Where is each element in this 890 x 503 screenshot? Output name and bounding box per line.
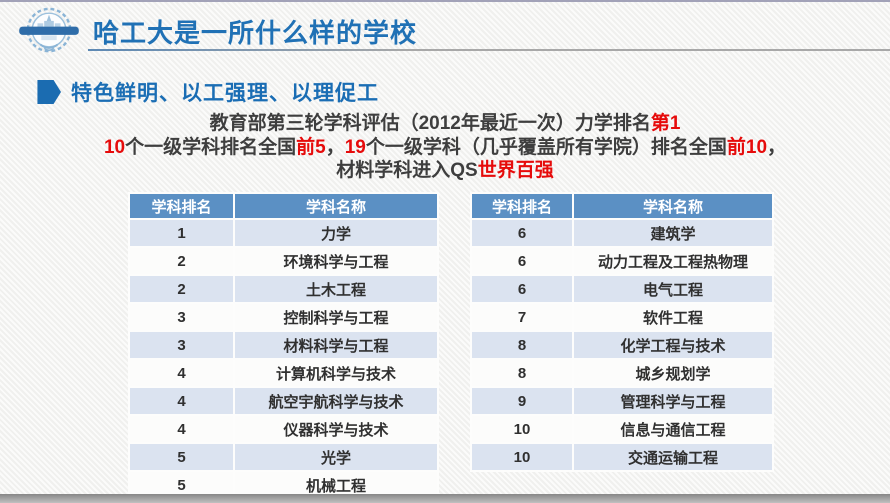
highlight-red-text: 世界百强 bbox=[477, 160, 554, 181]
cell-discipline-name: 光学 bbox=[233, 442, 439, 472]
intro-line: 教育部第三轮学科评估（2012年最近一次）力学排名第1 bbox=[0, 112, 890, 136]
section-heading-label: 特色鲜明、以工强理、以理促工 bbox=[71, 82, 379, 105]
cell-rank: 6 bbox=[470, 246, 574, 276]
cell-discipline-name: 仪器科学与技术 bbox=[233, 414, 439, 444]
intro-text: 材料学科进入QS bbox=[336, 160, 478, 181]
table-row: 8 化学工程与技术 bbox=[470, 330, 774, 360]
table-row: 7 软件工程 bbox=[470, 302, 774, 332]
cell-discipline-name: 管理科学与工程 bbox=[572, 386, 774, 416]
table-row: 8 城乡规划学 bbox=[470, 358, 774, 388]
hit-logo-icon bbox=[19, 7, 79, 53]
table-row: 10 信息与通信工程 bbox=[470, 414, 774, 444]
cell-rank: 3 bbox=[128, 330, 235, 360]
table-row: 6 建筑学 bbox=[470, 218, 774, 248]
cell-discipline-name: 材料科学与工程 bbox=[233, 330, 439, 360]
table-row: 4 仪器科学与技术 bbox=[128, 414, 439, 444]
highlight-red-text: 第1 bbox=[650, 113, 681, 134]
cell-rank: 3 bbox=[128, 302, 235, 332]
cell-discipline-name: 城乡规划学 bbox=[572, 358, 774, 388]
intro-text: 个一级学科排名全国 bbox=[125, 136, 297, 158]
ranking-table-left: 学科排名 学科名称 1 力学 2 环境科学与工程 2 土木工程 3 控制科学与工程 3 材料科学与… bbox=[128, 192, 439, 500]
cell-rank: 2 bbox=[128, 274, 235, 304]
bottom-bar bbox=[0, 494, 890, 503]
highlight-red-text: 19 bbox=[344, 136, 366, 158]
table-row: 4 航空宇航科学与技术 bbox=[128, 386, 439, 416]
intro-text: ， bbox=[767, 136, 787, 158]
table-row: 9 管理科学与工程 bbox=[470, 386, 774, 416]
cell-discipline-name: 计算机科学与技术 bbox=[233, 358, 439, 388]
table-row: 3 材料科学与工程 bbox=[128, 330, 439, 360]
table-row: 3 控制科学与工程 bbox=[128, 302, 439, 332]
cell-discipline-name: 建筑学 bbox=[572, 218, 774, 248]
column-header-name: 学科名称 bbox=[572, 192, 774, 220]
table-row: 2 土木工程 bbox=[128, 274, 439, 304]
column-header-rank: 学科排名 bbox=[128, 192, 235, 220]
cell-discipline-name: 力学 bbox=[233, 218, 439, 248]
cell-rank: 9 bbox=[470, 386, 574, 416]
cell-rank: 6 bbox=[470, 274, 574, 304]
table-row: 6 动力工程及工程热物理 bbox=[470, 246, 774, 276]
cell-rank: 2 bbox=[128, 246, 235, 276]
table-row: 10 交通运输工程 bbox=[470, 442, 774, 472]
table-header-row: 学科排名 学科名称 bbox=[128, 192, 439, 220]
highlight-red-text: 10 bbox=[103, 136, 126, 158]
intro-text: 个一级学科（几乎覆盖所有学院）排名全国 bbox=[365, 136, 727, 158]
cell-rank: 8 bbox=[470, 330, 574, 360]
table-header-row: 学科排名 学科名称 bbox=[470, 192, 774, 220]
cell-rank: 6 bbox=[470, 218, 574, 248]
highlight-red-text: 前5 bbox=[296, 136, 326, 158]
intro-line: 10个一级学科排名全国前5，19个一级学科（几乎覆盖所有学院）排名全国前10， bbox=[0, 136, 890, 160]
cell-discipline-name: 交通运输工程 bbox=[572, 442, 774, 472]
table-row: 2 环境科学与工程 bbox=[128, 246, 439, 276]
cell-discipline-name: 控制科学与工程 bbox=[233, 302, 439, 332]
intro-text: ， bbox=[325, 136, 345, 158]
cell-discipline-name: 化学工程与技术 bbox=[572, 330, 774, 360]
ranking-table-right: 学科排名 学科名称 6 建筑学 6 动力工程及工程热物理 6 电气工程 7 软件工程 8 化学工程… bbox=[470, 192, 774, 472]
highlight-red-text: 前10 bbox=[726, 136, 768, 158]
cell-rank: 4 bbox=[128, 358, 235, 388]
cell-discipline-name: 软件工程 bbox=[572, 302, 774, 332]
hexagon-bullet-icon bbox=[37, 80, 61, 104]
intro-line: 材料学科进入QS世界百强 bbox=[0, 159, 890, 183]
top-border-line bbox=[0, 0, 890, 2]
cell-rank: 8 bbox=[470, 358, 574, 388]
table-row: 1 力学 bbox=[128, 218, 439, 248]
cell-discipline-name: 电气工程 bbox=[572, 274, 774, 304]
cell-discipline-name: 环境科学与工程 bbox=[233, 246, 439, 276]
cell-rank: 10 bbox=[470, 442, 574, 472]
cell-rank: 1 bbox=[128, 218, 235, 248]
cell-discipline-name: 动力工程及工程热物理 bbox=[572, 246, 774, 276]
section-heading: 特色鲜明、以工强理、以理促工 bbox=[30, 77, 379, 107]
cell-rank: 4 bbox=[128, 414, 235, 444]
cell-discipline-name: 信息与通信工程 bbox=[572, 414, 774, 444]
cell-discipline-name: 土木工程 bbox=[233, 274, 439, 304]
title-underline bbox=[88, 49, 890, 51]
table-row: 4 计算机科学与技术 bbox=[128, 358, 439, 388]
cell-rank: 7 bbox=[470, 302, 574, 332]
cell-rank: 5 bbox=[128, 442, 235, 472]
column-header-rank: 学科排名 bbox=[470, 192, 574, 220]
table-row: 5 光学 bbox=[128, 442, 439, 472]
intro-text: 教育部第三轮学科评估（2012年最近一次）力学排名 bbox=[209, 113, 651, 134]
column-header-name: 学科名称 bbox=[233, 192, 439, 220]
page-title: 哈工大是一所什么样的学校 bbox=[93, 18, 418, 48]
intro-paragraph: 教育部第三轮学科评估（2012年最近一次）力学排名第1 10个一级学科排名全国前… bbox=[0, 112, 890, 183]
cell-rank: 4 bbox=[128, 386, 235, 416]
cell-discipline-name: 航空宇航科学与技术 bbox=[233, 386, 439, 416]
table-row: 6 电气工程 bbox=[470, 274, 774, 304]
cell-rank: 10 bbox=[470, 414, 574, 444]
